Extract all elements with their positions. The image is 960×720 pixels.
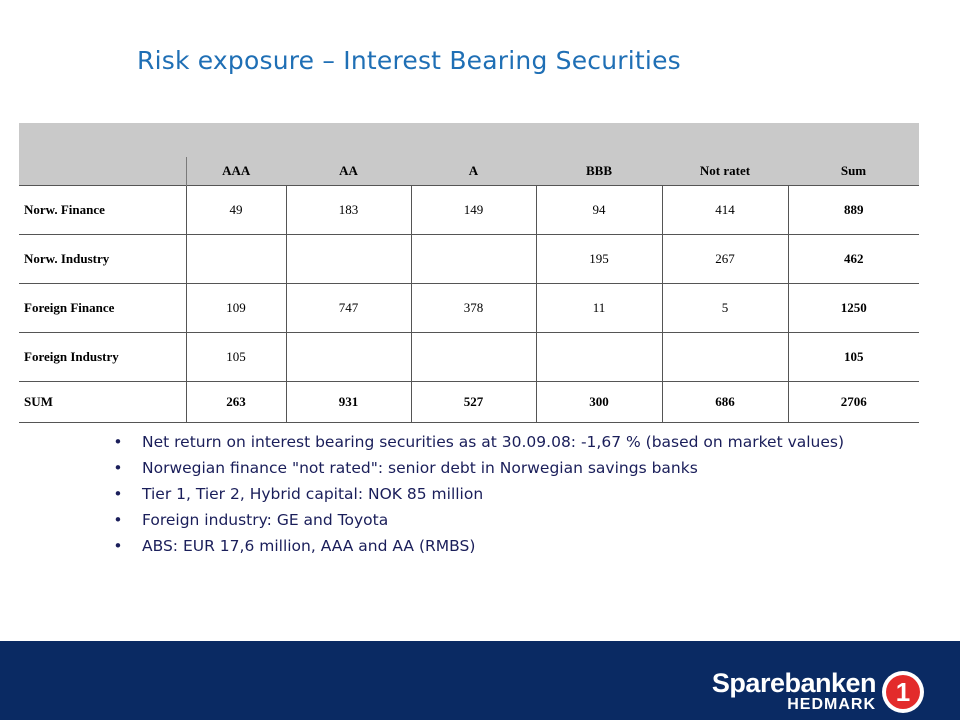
table-header-row: AAA AA A BBB Not ratet Sum <box>19 157 919 186</box>
logo-name: Sparebanken <box>711 668 877 698</box>
table-row: Norw. Industry 195 267 462 <box>19 234 919 284</box>
note-text: Norwegian finance "not rated": senior de… <box>142 459 698 477</box>
table-cell <box>285 332 411 382</box>
table-cell: 378 <box>410 283 536 333</box>
table-cell <box>410 332 536 382</box>
column-header: AAA <box>185 157 286 186</box>
total-cell: 300 <box>535 381 662 423</box>
notes-list: • Net return on interest bearing securit… <box>112 433 872 563</box>
table-row: Foreign Industry 105 105 <box>19 332 919 382</box>
row-label: Foreign Finance <box>19 283 186 333</box>
slide-title: Risk exposure – Interest Bearing Securit… <box>137 46 681 75</box>
logo-subname: HEDMARK <box>787 696 876 713</box>
table-cell: 747 <box>285 283 411 333</box>
column-header: Not ratet <box>662 157 788 186</box>
table-cell <box>285 234 411 284</box>
table-row: Foreign Finance 109 747 378 11 5 1250 <box>19 283 919 333</box>
table-cell <box>535 332 662 382</box>
list-item: • Norwegian finance "not rated": senior … <box>112 459 872 477</box>
table-cell: 105 <box>185 332 286 382</box>
risk-exposure-table: AAA AA A BBB Not ratet Sum Norw. Finance… <box>19 123 919 423</box>
list-item: • Tier 1, Tier 2, Hybrid capital: NOK 85… <box>112 485 872 503</box>
table-cell: 94 <box>535 185 662 235</box>
table-header-band <box>19 123 919 157</box>
bullet-icon: • <box>113 537 123 555</box>
bullet-icon: • <box>113 485 123 503</box>
bullet-icon: • <box>113 433 123 451</box>
column-header: A <box>411 157 536 186</box>
total-cell: 527 <box>410 381 536 423</box>
row-label: Foreign Industry <box>19 332 186 382</box>
total-cell: 686 <box>661 381 788 423</box>
table-cell <box>661 332 788 382</box>
sum-cell: 889 <box>787 185 919 235</box>
note-text: ABS: EUR 17,6 million, AAA and AA (RMBS) <box>142 537 476 555</box>
note-text: Tier 1, Tier 2, Hybrid capital: NOK 85 m… <box>142 485 484 503</box>
table-cell: 11 <box>535 283 662 333</box>
table-cell: 414 <box>661 185 788 235</box>
total-label: SUM <box>19 381 186 423</box>
sum-cell: 462 <box>787 234 919 284</box>
total-cell: 263 <box>185 381 286 423</box>
table-row: Norw. Finance 49 183 149 94 414 889 <box>19 185 919 235</box>
list-item: • ABS: EUR 17,6 million, AAA and AA (RMB… <box>112 537 872 555</box>
note-text: Net return on interest bearing securitie… <box>142 433 845 451</box>
column-header: Sum <box>788 157 919 186</box>
table-cell: 149 <box>410 185 536 235</box>
table-cell: 267 <box>661 234 788 284</box>
total-row: SUM 263 931 527 300 686 2706 <box>19 381 919 423</box>
sum-cell: 105 <box>787 332 919 382</box>
column-header: BBB <box>536 157 662 186</box>
header-corner <box>19 157 186 186</box>
table-cell: 109 <box>185 283 286 333</box>
row-label: Norw. Finance <box>19 185 186 235</box>
note-text: Foreign industry: GE and Toyota <box>142 511 389 529</box>
total-cell: 2706 <box>787 381 919 423</box>
logo-one-icon: 1 <box>882 671 924 713</box>
table-cell: 49 <box>185 185 286 235</box>
row-label: Norw. Industry <box>19 234 186 284</box>
table-cell <box>410 234 536 284</box>
list-item: • Foreign industry: GE and Toyota <box>112 511 872 529</box>
total-cell: 931 <box>285 381 411 423</box>
table-cell: 195 <box>535 234 662 284</box>
table-cell: 183 <box>285 185 411 235</box>
footer-band: Sparebanken HEDMARK 1 <box>0 641 960 720</box>
column-header: AA <box>286 157 411 186</box>
table-cell <box>185 234 286 284</box>
bullet-icon: • <box>113 511 123 529</box>
logo-numeral: 1 <box>896 677 910 707</box>
list-item: • Net return on interest bearing securit… <box>112 433 872 451</box>
logo-wordmark: Sparebanken HEDMARK <box>711 668 877 714</box>
bullet-icon: • <box>113 459 123 477</box>
sum-cell: 1250 <box>787 283 919 333</box>
bank-logo: Sparebanken HEDMARK 1 <box>712 669 926 715</box>
table-cell: 5 <box>661 283 788 333</box>
